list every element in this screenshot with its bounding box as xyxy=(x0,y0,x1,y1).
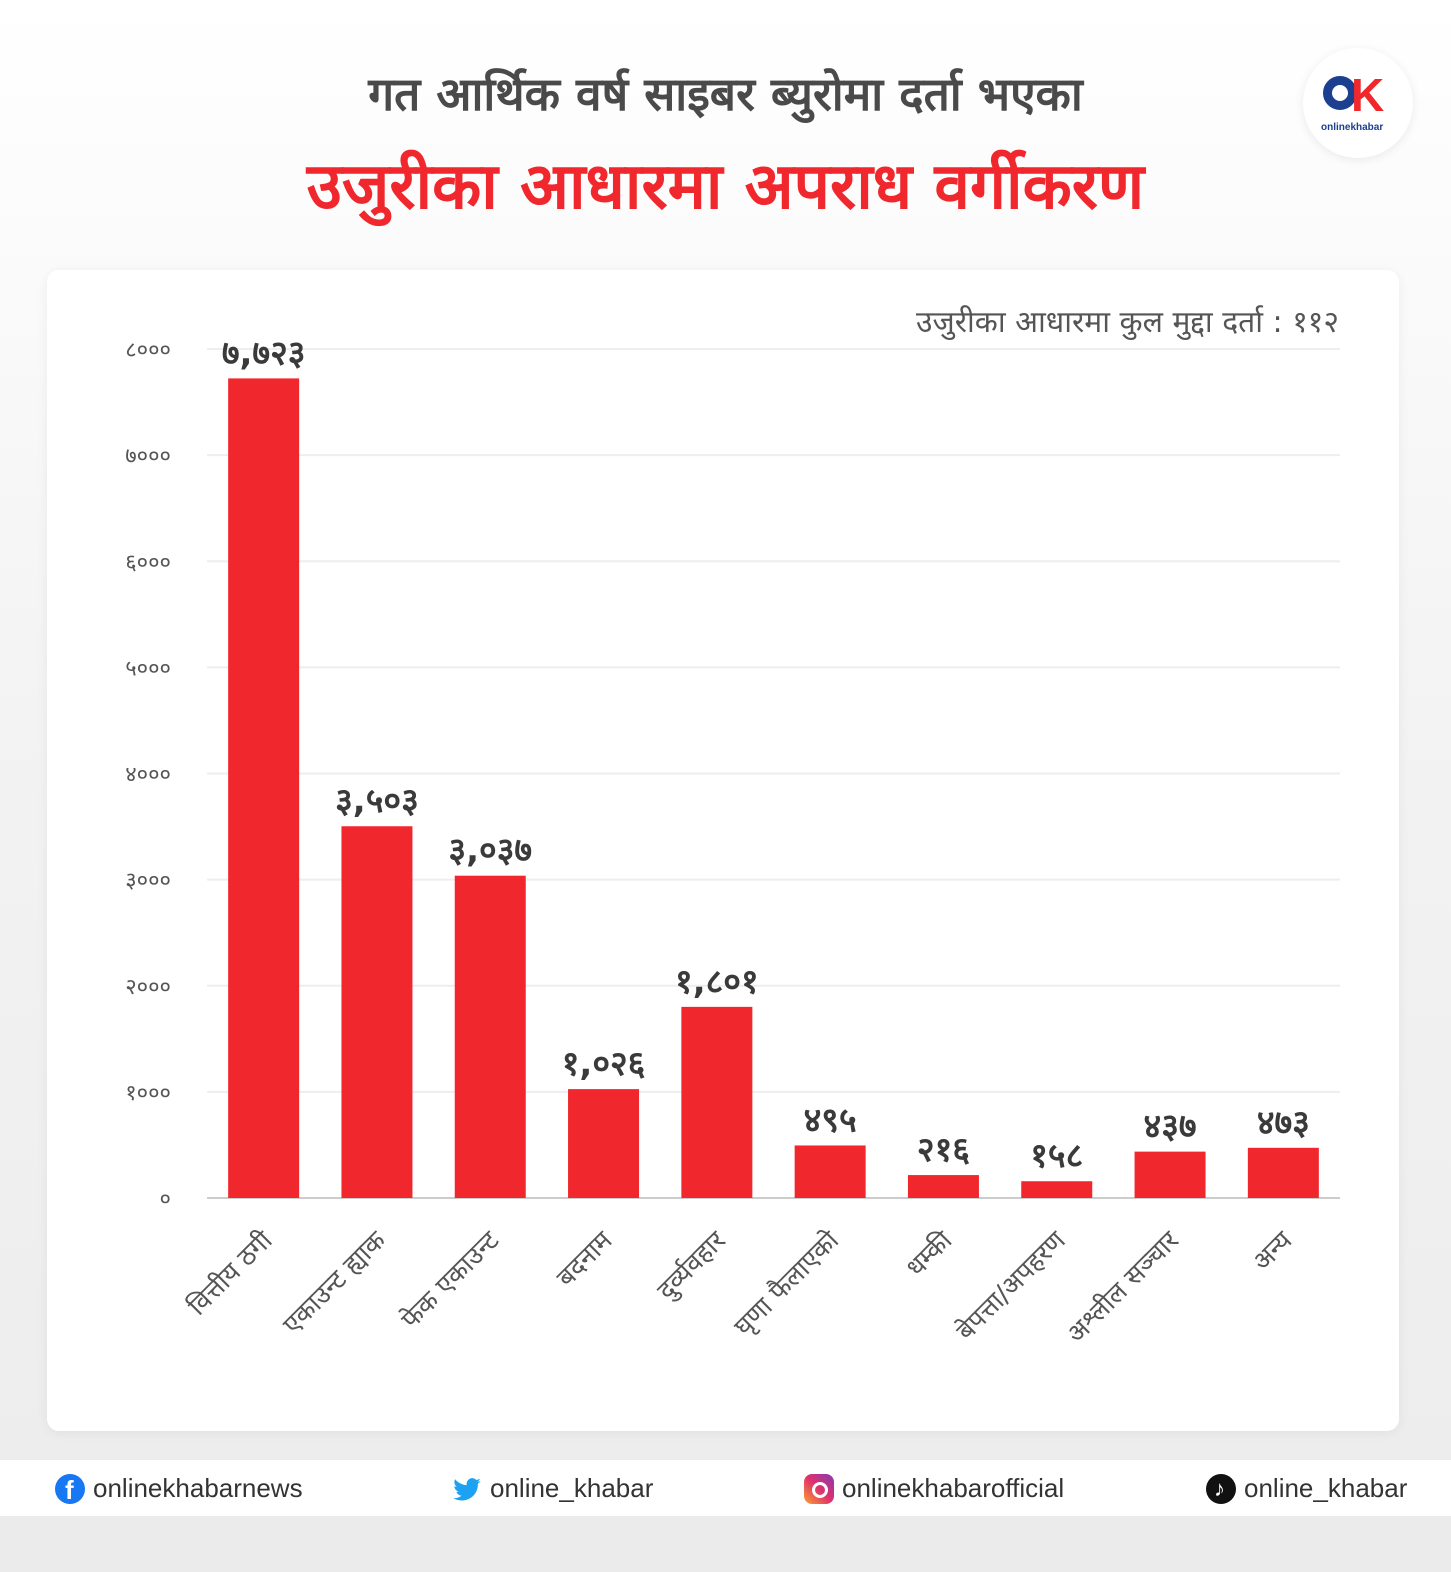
bar-value-label: ४९५ xyxy=(804,1100,857,1140)
bar xyxy=(228,378,300,1198)
bar xyxy=(1134,1151,1206,1198)
instagram-link[interactable]: onlinekhabarofficial xyxy=(804,1473,1064,1504)
x-category-label: बदनाम xyxy=(551,1225,619,1293)
y-tick-label: ० xyxy=(160,1187,171,1212)
chart-title-line1: गत आर्थिक वर्ष साइबर ब्युरोमा दर्ता भएका xyxy=(368,67,1083,121)
logo-k-mark: K xyxy=(1351,69,1385,121)
y-tick-label: ५००० xyxy=(125,656,171,681)
twitter-handle: online_khabar xyxy=(490,1473,654,1503)
facebook-link[interactable]: onlinekhabarnews xyxy=(55,1473,303,1506)
bottom-strip xyxy=(0,1516,1451,1572)
bar-value-label: १५८ xyxy=(1030,1136,1083,1176)
bar xyxy=(794,1145,866,1198)
y-tick-label: १००० xyxy=(125,1081,171,1106)
twitter-link[interactable]: online_khabar xyxy=(452,1473,653,1504)
facebook-icon xyxy=(55,1473,85,1506)
bar xyxy=(568,1089,640,1198)
x-category-label: फेक एकाउन्ट xyxy=(395,1224,506,1335)
logo-o-mark xyxy=(1323,76,1357,110)
y-tick-label: ७००० xyxy=(125,444,171,469)
tiktok-handle: online_khabar xyxy=(1244,1473,1408,1503)
x-category-label: धम्की xyxy=(900,1224,959,1283)
chart-card: उजुरीका आधारमा कुल मुद्दा दर्ता : ११२ ० १… xyxy=(47,270,1399,1431)
bar-value-label: १,८०१ xyxy=(675,962,759,1002)
tiktok-icon xyxy=(1206,1473,1236,1504)
x-category-label: दुर्व्यवहार xyxy=(651,1224,734,1307)
chart-title-line2: उजुरीका आधारमा अपराध वर्गीकरण xyxy=(306,150,1145,224)
x-category-label: वित्तीय ठगी xyxy=(182,1224,280,1322)
bar xyxy=(454,875,526,1198)
bar-value-label: १,०२६ xyxy=(562,1044,646,1084)
instagram-handle: onlinekhabarofficial xyxy=(842,1473,1065,1503)
y-tick-label: ३००० xyxy=(125,869,171,894)
bar xyxy=(341,826,413,1198)
x-category-label: घृणा फैलाएको xyxy=(728,1224,846,1342)
y-tick-label: ६००० xyxy=(125,550,171,575)
tiktok-link[interactable]: online_khabar xyxy=(1206,1473,1407,1504)
y-tick-label: २००० xyxy=(125,975,171,1000)
x-category-label: बेपत्ता/अपहरण xyxy=(950,1224,1072,1346)
bar-value-label: ३,५०३ xyxy=(335,781,419,821)
bar-value-label: ३,०३७ xyxy=(448,831,532,871)
twitter-icon xyxy=(452,1474,482,1504)
bar-chart: ० १००० २००० ३००० ४००० ५००० ६००० ७००० ८००० ७,७२३ वि… xyxy=(125,333,1340,1349)
x-category-label: अश्लील सञ्चार xyxy=(1061,1224,1186,1349)
x-category-label: एकाउन्ट ह्याक xyxy=(277,1225,392,1340)
bar-value-label: ४७३ xyxy=(1257,1103,1310,1143)
bar xyxy=(1247,1147,1319,1198)
facebook-handle: onlinekhabarnews xyxy=(93,1473,303,1503)
social-footer: onlinekhabarnews online_khabar onlinekha… xyxy=(0,1460,1451,1516)
bar-value-label: ४३७ xyxy=(1144,1107,1197,1147)
logo-wordmark: onlinekhabar xyxy=(1321,122,1384,133)
bar-value-label: ७,७२३ xyxy=(222,333,306,373)
bar xyxy=(681,1006,753,1198)
y-tick-label: ८००० xyxy=(125,338,171,363)
total-cases-note: उजुरीका आधारमा कुल मुद्दा दर्ता : ११२ xyxy=(916,305,1339,340)
bar xyxy=(1021,1181,1093,1198)
x-category-label: अन्य xyxy=(1247,1225,1299,1277)
bar-value-label: २१६ xyxy=(917,1130,970,1170)
onlinekhabar-logo[interactable]: K onlinekhabar xyxy=(1303,48,1413,158)
instagram-icon xyxy=(804,1473,834,1504)
y-tick-label: ४००० xyxy=(125,763,171,788)
bar xyxy=(907,1175,979,1198)
